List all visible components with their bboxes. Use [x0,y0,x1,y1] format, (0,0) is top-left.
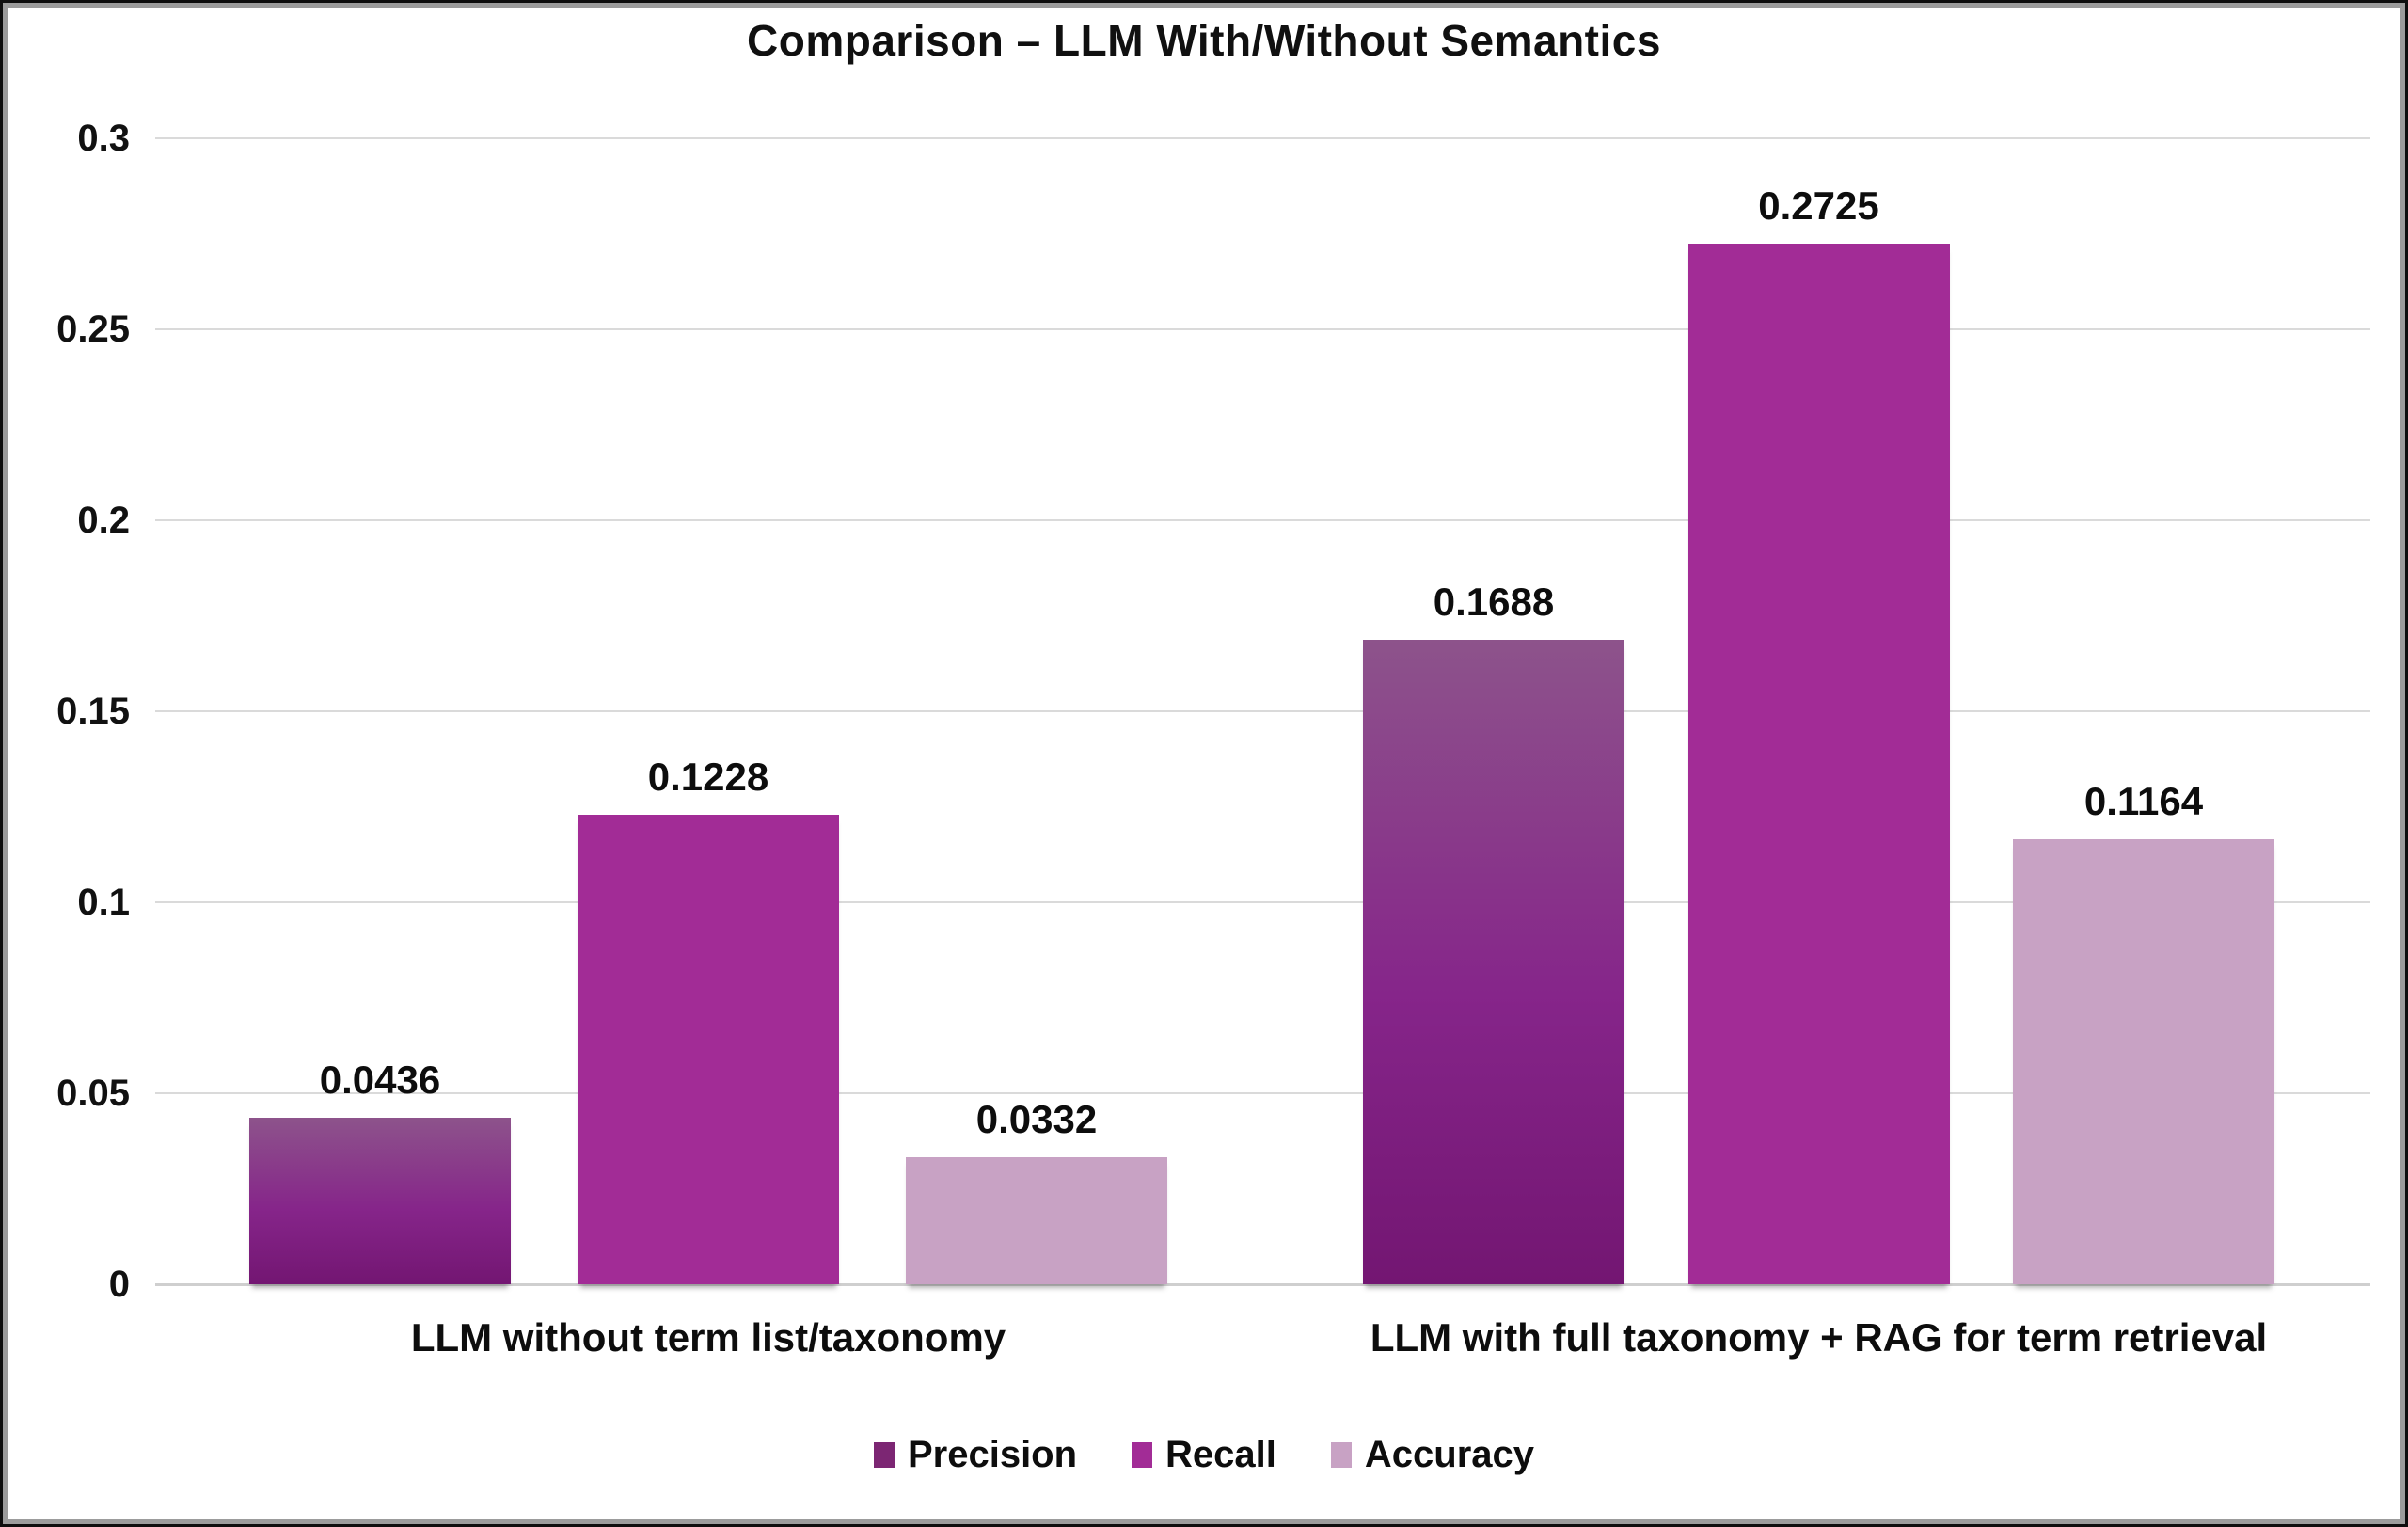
chart-title: Comparison – LLM With/Without Semantics [747,16,1661,65]
plot-area: 0.0436 0.1228 0.0332 0.1688 0.2725 0.1164 [155,137,2370,1286]
bar-recall [1687,243,1950,1284]
x-category-label: LLM without term list/taxonomy [410,1315,1006,1360]
bar-value-label: 0.2725 [1758,183,1879,228]
gridline [155,710,2370,712]
legend-swatch-accuracy [1330,1442,1352,1468]
gridline [155,1283,2370,1286]
y-tick-label: 0.15 [56,691,130,732]
legend-item-precision: Precision [873,1434,1078,1476]
y-tick-label: 0.3 [77,118,130,159]
bar-value-label: 0.1688 [1433,579,1555,624]
y-tick-label: 0.05 [56,1073,130,1114]
legend: Precision Recall Accuracy [0,1434,2408,1476]
legend-label: Recall [1165,1434,1276,1475]
bar-value-label: 0.1228 [647,755,769,800]
bar-recall [578,815,839,1284]
bar-slot: 0.1688 [1363,138,1624,1284]
legend-item-accuracy: Accuracy [1330,1434,1535,1476]
gridline [155,328,2370,330]
bar-value-label: 0.1164 [2083,779,2204,824]
y-tick-label: 0.1 [77,882,130,923]
bar-group: 0.1688 0.2725 0.1164 [1363,138,2274,1284]
bar-slot: 0.0436 [249,138,511,1284]
bar-slot: 0.2725 [1687,138,1950,1284]
legend-swatch-precision [873,1442,895,1468]
bar-value-label: 0.0332 [975,1097,1098,1142]
bar-slot: 0.1228 [578,138,839,1284]
legend-label: Precision [907,1434,1078,1475]
bar-slot: 0.1164 [2013,138,2274,1284]
y-tick-label: 0.2 [77,500,130,541]
bar-precision [1363,639,1624,1284]
bar-accuracy [2013,839,2274,1284]
bar-accuracy [906,1157,1167,1284]
bar-precision [249,1117,511,1284]
gridline [155,519,2370,521]
gridline [155,901,2370,903]
y-tick-label: 0.25 [56,309,130,350]
legend-label: Accuracy [1364,1434,1535,1475]
x-category-label: LLM with full taxonomy + RAG for term re… [1370,1315,2268,1360]
bar-slot: 0.0332 [906,138,1167,1284]
bar-value-label: 0.0436 [319,1057,441,1102]
legend-swatch-recall [1132,1442,1153,1468]
gridline [155,137,2370,139]
y-tick-label: 0 [108,1264,130,1305]
legend-item-recall: Recall [1132,1434,1276,1476]
bar-group: 0.0436 0.1228 0.0332 [249,138,1167,1284]
gridline [155,1092,2370,1094]
